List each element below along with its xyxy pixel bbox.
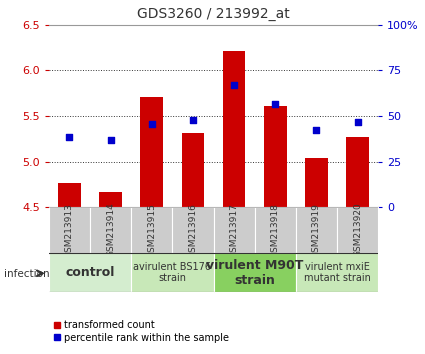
Point [313, 127, 320, 132]
Bar [181, 133, 204, 207]
Bar [264, 106, 286, 207]
Bar [49, 207, 90, 253]
Title: GDS3260 / 213992_at: GDS3260 / 213992_at [137, 7, 290, 21]
Legend: transformed count, percentile rank within the sample: transformed count, percentile rank withi… [54, 320, 230, 343]
Point [148, 121, 155, 127]
Bar [131, 253, 213, 292]
Bar [255, 207, 296, 253]
Point [190, 117, 196, 122]
Bar [346, 137, 369, 207]
Text: GSM213918: GSM213918 [271, 202, 280, 258]
Bar [58, 183, 81, 207]
Point [354, 120, 361, 125]
Text: GSM213916: GSM213916 [188, 202, 198, 258]
Bar [337, 207, 378, 253]
Bar [296, 207, 337, 253]
Text: infection: infection [4, 269, 50, 279]
Text: avirulent BS176
strain: avirulent BS176 strain [133, 262, 211, 284]
Text: GSM213919: GSM213919 [312, 202, 321, 258]
Point [231, 82, 238, 88]
Bar [90, 207, 131, 253]
Bar [141, 97, 163, 207]
Bar [305, 158, 328, 207]
Bar [213, 253, 296, 292]
Bar [296, 253, 378, 292]
Text: GSM213913: GSM213913 [65, 202, 74, 258]
Bar [173, 207, 213, 253]
Text: GSM213914: GSM213914 [106, 203, 115, 257]
Text: GSM213917: GSM213917 [230, 202, 239, 258]
Text: virulent mxiE
mutant strain: virulent mxiE mutant strain [303, 262, 371, 284]
Bar [213, 207, 255, 253]
Bar [131, 207, 173, 253]
Point [66, 134, 73, 140]
Bar [223, 51, 246, 207]
Text: GSM213920: GSM213920 [353, 203, 362, 257]
Point [107, 137, 114, 142]
Text: control: control [65, 266, 115, 279]
Text: GSM213915: GSM213915 [147, 202, 156, 258]
Bar [99, 192, 122, 207]
Text: virulent M90T
strain: virulent M90T strain [206, 258, 303, 287]
Point [272, 101, 279, 107]
Bar [49, 253, 131, 292]
